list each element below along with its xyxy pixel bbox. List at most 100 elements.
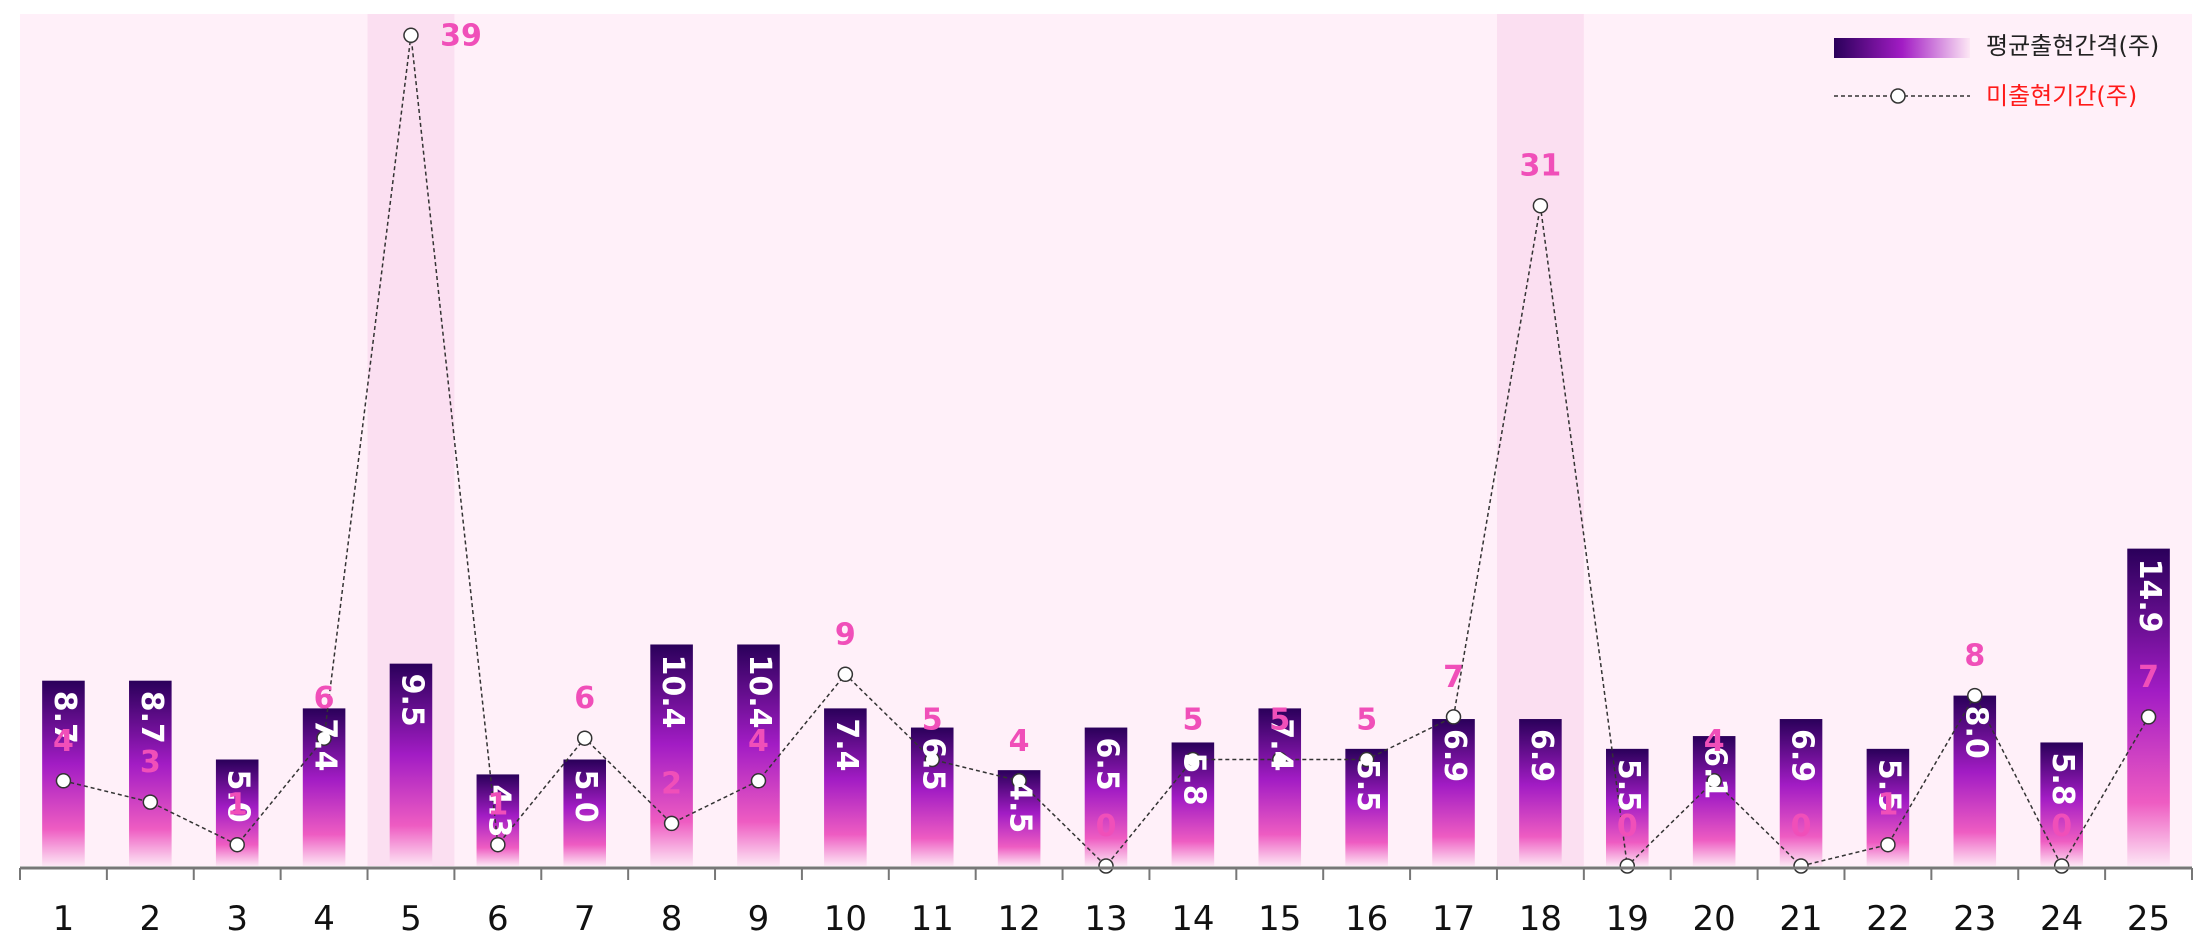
x-tick-label: 4 bbox=[313, 899, 335, 938]
bar-value-label: 6.9 bbox=[1785, 729, 1820, 782]
miss-point-25 bbox=[2140, 709, 2157, 725]
miss-value-label: 1 bbox=[487, 788, 508, 823]
miss-value-label: 4 bbox=[1704, 724, 1725, 759]
x-tick-label: 13 bbox=[1084, 899, 1127, 938]
bar-5 bbox=[389, 663, 433, 866]
bar-value-label: 10.4 bbox=[655, 654, 690, 728]
miss-value-label: 39 bbox=[440, 18, 482, 53]
miss-point-24 bbox=[2053, 858, 2070, 874]
bar-value-label: 5.0 bbox=[568, 770, 603, 823]
miss-point-3 bbox=[229, 836, 245, 853]
miss-point-17 bbox=[1445, 709, 1462, 725]
bar-value-label: 6.9 bbox=[1437, 729, 1472, 782]
x-tick-label: 18 bbox=[1519, 899, 1562, 938]
miss-value-label: 7 bbox=[1443, 660, 1464, 695]
bar-value-label: 4.3 bbox=[481, 784, 516, 837]
miss-point-1 bbox=[55, 773, 72, 789]
x-tick-label: 2 bbox=[139, 899, 161, 938]
bar-value-label: 4.5 bbox=[1003, 780, 1038, 833]
miss-point-2 bbox=[142, 794, 159, 810]
x-tick-label: 9 bbox=[748, 899, 770, 938]
line-series bbox=[55, 27, 2157, 874]
bar-value-label: 6.5 bbox=[1090, 738, 1125, 791]
bar-value-label: 5.5 bbox=[1871, 759, 1906, 812]
bar-value-label: 5.5 bbox=[1611, 759, 1646, 812]
miss-point-9 bbox=[750, 773, 767, 789]
bar-value-label: 5.8 bbox=[2045, 752, 2080, 805]
miss-point-8 bbox=[663, 815, 680, 832]
x-tick-label: 6 bbox=[487, 899, 509, 938]
miss-point-18 bbox=[1532, 197, 1549, 214]
bar-21 bbox=[1779, 719, 1823, 866]
miss-value-label: 5 bbox=[1356, 703, 1377, 738]
x-tick-label: 21 bbox=[1779, 899, 1822, 938]
miss-point-21 bbox=[1793, 858, 1809, 874]
miss-point-20 bbox=[1706, 773, 1722, 789]
legend-line-marker bbox=[1890, 88, 1906, 104]
bar-11 bbox=[910, 727, 954, 866]
bar-24 bbox=[2040, 742, 2083, 866]
x-tick-label: 24 bbox=[2040, 899, 2083, 938]
x-tick-label: 11 bbox=[911, 899, 954, 938]
miss-point-7 bbox=[576, 730, 593, 746]
bar-value-label: 8.0 bbox=[1958, 706, 1993, 759]
bar-value-label: 7.4 bbox=[308, 718, 343, 771]
bar-value-label: 6.5 bbox=[916, 738, 951, 791]
legend-bar-label: 평균출현간격(주) bbox=[1986, 32, 2159, 60]
bar-7 bbox=[563, 759, 607, 866]
miss-value-label: 31 bbox=[1520, 149, 1562, 184]
x-tick-label: 8 bbox=[661, 899, 683, 938]
miss-value-label: 0 bbox=[2051, 809, 2072, 844]
bar-18 bbox=[1519, 719, 1562, 866]
miss-point-22 bbox=[1880, 836, 1896, 853]
bar-20 bbox=[1692, 736, 1736, 866]
miss-point-11 bbox=[924, 751, 940, 768]
miss-point-19 bbox=[1619, 858, 1636, 874]
x-tick-label: 7 bbox=[574, 899, 596, 938]
miss-point-6 bbox=[490, 836, 506, 853]
bar-value-label: 8.7 bbox=[47, 691, 82, 744]
miss-value-label: 5 bbox=[1269, 703, 1290, 738]
miss-point-10 bbox=[837, 666, 854, 683]
miss-value-label: 0 bbox=[1617, 809, 1638, 844]
bar-19 bbox=[1605, 748, 1649, 866]
bar-25 bbox=[2127, 548, 2170, 866]
bar-value-label: 7.4 bbox=[1263, 718, 1298, 771]
miss-value-label: 6 bbox=[574, 681, 595, 716]
x-tick-label: 1 bbox=[53, 899, 75, 938]
x-tick-label: 15 bbox=[1258, 899, 1301, 938]
bar-series bbox=[42, 548, 2170, 866]
miss-value-label: 3 bbox=[140, 745, 161, 780]
miss-point-16 bbox=[1358, 751, 1375, 768]
bar-10 bbox=[824, 708, 867, 866]
bar-value-label: 8.7 bbox=[134, 691, 169, 744]
miss-point-14 bbox=[1185, 751, 1201, 768]
miss-value-label: 2 bbox=[661, 766, 682, 801]
miss-value-label: 4 bbox=[748, 724, 769, 759]
bar-2 bbox=[129, 680, 172, 866]
miss-value-label: 5 bbox=[922, 703, 943, 738]
x-tick-label: 14 bbox=[1171, 899, 1214, 938]
x-tick-label: 17 bbox=[1432, 899, 1475, 938]
bar-value-label: 9.5 bbox=[394, 674, 429, 727]
bar-value-label: 5.5 bbox=[1350, 759, 1385, 812]
miss-value-label: 6 bbox=[314, 681, 335, 716]
miss-value-label: 1 bbox=[227, 788, 248, 823]
x-tick-label: 22 bbox=[1866, 899, 1909, 938]
miss-value-label: 0 bbox=[1791, 809, 1812, 844]
bar-16 bbox=[1345, 748, 1388, 866]
x-tick-label: 16 bbox=[1345, 899, 1388, 938]
x-tick-label: 3 bbox=[226, 899, 248, 938]
x-tick-label: 23 bbox=[1953, 899, 1996, 938]
bar-value-label: 7.4 bbox=[829, 718, 864, 771]
bar-value-label: 6.9 bbox=[1524, 729, 1559, 782]
miss-value-label: 4 bbox=[1009, 724, 1030, 759]
bar-value-label: 5.0 bbox=[221, 770, 256, 823]
x-tick-label: 20 bbox=[1693, 899, 1736, 938]
miss-value-label: 5 bbox=[1182, 703, 1203, 738]
bar-13 bbox=[1084, 727, 1128, 866]
miss-value-label: 8 bbox=[1964, 639, 1985, 674]
x-tick-label: 5 bbox=[400, 899, 422, 938]
miss-point-12 bbox=[1011, 773, 1027, 789]
